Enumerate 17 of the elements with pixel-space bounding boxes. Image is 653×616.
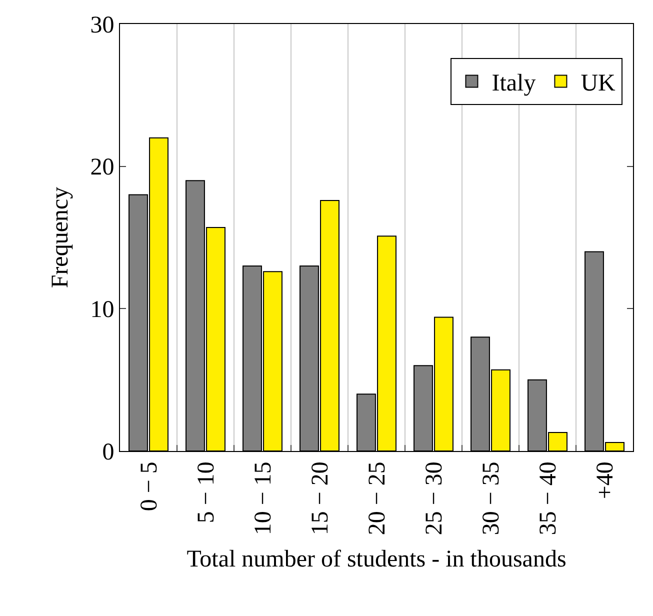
x-tick-label: 5 − 10: [193, 462, 220, 524]
x-tick-label: 0 − 5: [136, 462, 162, 512]
x-tick-label: 10 − 15: [250, 462, 276, 536]
y-axis-title: Frequency: [47, 186, 74, 288]
y-tick-label: 30: [90, 12, 114, 38]
legend-label: Italy: [492, 70, 536, 97]
x-axis-title: Total number of students - in thousands: [186, 546, 566, 572]
y-tick-label: 20: [90, 154, 114, 181]
y-tick-label: 10: [90, 297, 114, 324]
x-tick-label: 25 − 30: [421, 462, 448, 536]
x-tick-label: 30 − 35: [478, 462, 504, 536]
x-tick-label: +40: [592, 462, 618, 500]
x-tick-label: 20 − 25: [364, 462, 390, 536]
y-tick-label: 0: [102, 439, 114, 466]
x-tick-label: 15 − 20: [307, 462, 334, 536]
x-tick-label: 35 − 40: [535, 462, 562, 536]
legend-label: UK: [580, 70, 616, 97]
